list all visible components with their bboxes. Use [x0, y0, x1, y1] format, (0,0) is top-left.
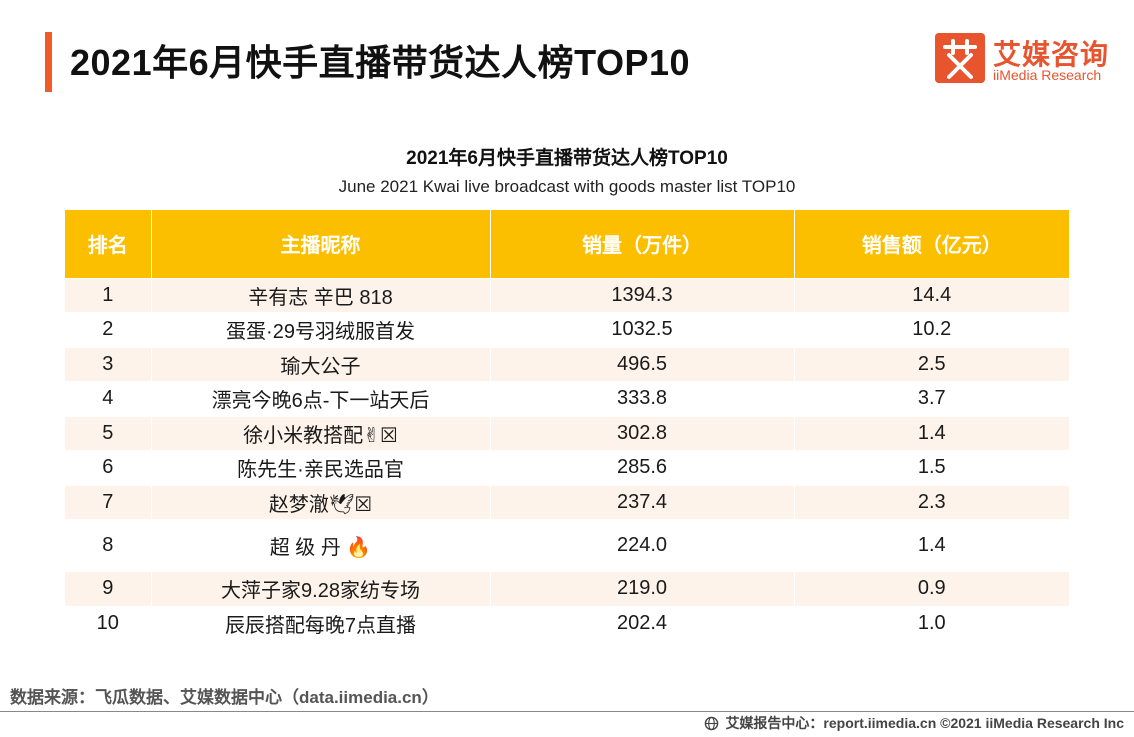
table-row: 7 赵梦澈🕊☒ 237.4 2.3	[65, 484, 1069, 520]
rank-cell: 6	[65, 450, 152, 485]
footer: 艾媒报告中心：report.iimedia.cn ©2021 iiMedia R…	[704, 713, 1124, 733]
table-row: 5 徐小米教搭配✌☒ 302.8 1.4	[65, 415, 1069, 451]
table-row: 9 大萍子家9.28家纺专场 219.0 0.9	[65, 571, 1069, 606]
name-cell: 漂亮今晚6点-下一站天后	[151, 381, 491, 416]
revenue-cell: 3.7	[794, 381, 1069, 416]
revenue-cell: 1.5	[794, 450, 1069, 485]
rank-cell: 10	[65, 605, 152, 641]
volume-cell: 237.4	[490, 484, 795, 520]
rank-cell: 9	[65, 571, 152, 606]
iimedia-logo: 艾媒咨询 iiMedia Research	[935, 33, 1115, 87]
volume-cell: 224.0	[490, 519, 795, 572]
table-row: 8 超 级 丹 🔥 224.0 1.4	[65, 519, 1069, 572]
rank-cell: 8	[65, 519, 152, 572]
volume-cell: 285.6	[490, 450, 795, 485]
table-row: 1 辛有志 辛巴 818 1394.3 14.4	[65, 277, 1069, 313]
rank-cell: 2	[65, 312, 152, 347]
name-cell: 超 级 丹 🔥	[151, 519, 491, 572]
column-header-rank: 排名	[65, 210, 152, 278]
revenue-cell: 1.4	[794, 415, 1069, 451]
rank-cell: 4	[65, 381, 152, 416]
revenue-cell: 14.4	[794, 277, 1069, 313]
logo-mark-icon	[935, 33, 985, 83]
table-row: 6 陈先生·亲民选品官 285.6 1.5	[65, 450, 1069, 485]
globe-icon	[705, 716, 719, 730]
volume-cell: 496.5	[490, 346, 795, 382]
footer-divider	[0, 711, 1134, 712]
table-row: 2 蛋蛋·29号羽绒服首发 1032.5 10.2	[65, 312, 1069, 347]
volume-cell: 202.4	[490, 605, 795, 641]
column-header-name: 主播昵称	[151, 210, 491, 278]
rank-cell: 3	[65, 346, 152, 382]
name-cell: 辰辰搭配每晚7点直播	[151, 605, 491, 641]
volume-cell: 302.8	[490, 415, 795, 451]
table-header-row: 排名 主播昵称 销量（万件） 销售额（亿元）	[65, 210, 1069, 278]
name-cell: 徐小米教搭配✌☒	[151, 415, 491, 451]
revenue-cell: 10.2	[794, 312, 1069, 347]
page-title: 2021年6月快手直播带货达人榜TOP10	[70, 42, 691, 83]
revenue-cell: 2.5	[794, 346, 1069, 382]
name-cell: 大萍子家9.28家纺专场	[151, 571, 491, 606]
column-header-revenue: 销售额（亿元）	[794, 210, 1069, 278]
name-cell: 赵梦澈🕊☒	[151, 484, 491, 520]
name-cell: 蛋蛋·29号羽绒服首发	[151, 312, 491, 347]
rank-cell: 7	[65, 484, 152, 520]
volume-cell: 1394.3	[490, 277, 795, 313]
revenue-cell: 1.4	[794, 519, 1069, 572]
revenue-cell: 0.9	[794, 571, 1069, 606]
rank-cell: 5	[65, 415, 152, 451]
revenue-cell: 1.0	[794, 605, 1069, 641]
revenue-cell: 2.3	[794, 484, 1069, 520]
rank-cell: 1	[65, 277, 152, 313]
ranking-table: 排名 主播昵称 销量（万件） 销售额（亿元） 1 辛有志 辛巴 818 1394…	[65, 210, 1069, 641]
logo-chinese-text: 艾媒咨询	[993, 39, 1110, 70]
volume-cell: 1032.5	[490, 312, 795, 347]
name-cell: 瑜大公子	[151, 346, 491, 382]
volume-cell: 333.8	[490, 381, 795, 416]
table-row: 3 瑜大公子 496.5 2.5	[65, 346, 1069, 382]
title-accent-bar	[45, 32, 52, 92]
table-subtitle: June 2021 Kwai live broadcast with goods…	[338, 177, 796, 196]
name-cell: 陈先生·亲民选品官	[151, 450, 491, 485]
table-row: 4 漂亮今晚6点-下一站天后 333.8 3.7	[65, 381, 1069, 416]
table-title: 2021年6月快手直播带货达人榜TOP10	[406, 148, 728, 169]
footer-text: 艾媒报告中心：report.iimedia.cn ©2021 iiMedia R…	[725, 715, 1124, 731]
data-source-note: 数据来源：飞瓜数据、艾媒数据中心（data.iimedia.cn）	[10, 688, 439, 707]
logo-english-text: iiMedia Research	[993, 67, 1102, 83]
name-cell: 辛有志 辛巴 818	[151, 277, 491, 313]
table-row: 10 辰辰搭配每晚7点直播 202.4 1.0	[65, 605, 1069, 641]
volume-cell: 219.0	[490, 571, 795, 606]
column-header-volume: 销量（万件）	[490, 210, 795, 278]
